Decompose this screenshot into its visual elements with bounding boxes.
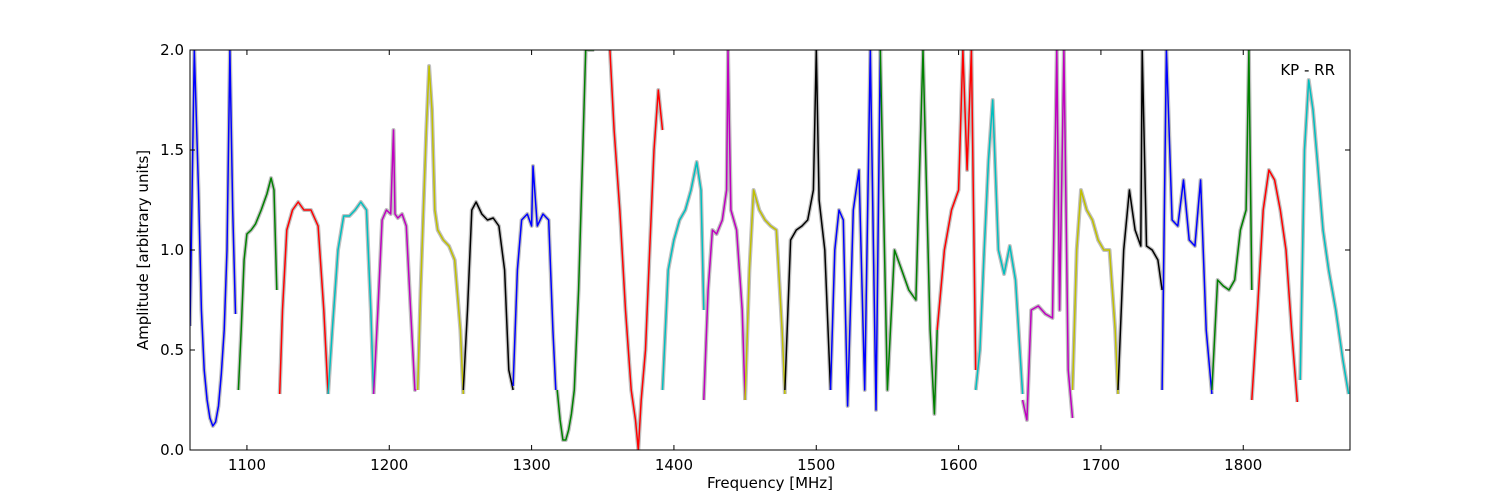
y-tick-label: 0.0 (160, 441, 184, 459)
series-line-11 (703, 50, 746, 401)
series-line-4 (372, 129, 417, 395)
x-tick-label: 1200 (370, 456, 408, 474)
series-line-8 (556, 50, 595, 441)
y-axis-label: Amplitude [arbitrary units] (134, 150, 152, 350)
y-tick-label: 1.5 (160, 141, 184, 159)
series-line-18 (1021, 50, 1074, 421)
x-tick-label: 1100 (228, 456, 266, 474)
x-tick-label: 1500 (797, 456, 835, 474)
y-tick-label: 0.5 (160, 341, 184, 359)
series-line-3 (327, 201, 375, 395)
series-line-12 (744, 189, 786, 401)
series-line-0 (190, 50, 237, 427)
panel-annotation: KP - RR (1280, 61, 1335, 79)
series-line-23 (1251, 169, 1299, 403)
plot-area (190, 50, 1350, 450)
series-line-5 (416, 65, 465, 395)
series-line-9 (609, 50, 664, 450)
series-line-13 (784, 50, 832, 391)
series-line-19 (1071, 189, 1119, 395)
series-line-20 (1117, 50, 1163, 391)
series-layer (190, 50, 1350, 450)
x-tick-label: 1600 (939, 456, 977, 474)
series-line-1 (237, 177, 278, 391)
x-axis-label: Frequency [MHz] (707, 474, 833, 492)
series-line-17 (974, 99, 1024, 395)
series-line-16 (936, 50, 977, 371)
x-tick-label: 1700 (1082, 456, 1120, 474)
series-line-6 (462, 201, 514, 391)
x-tick-label: 1800 (1224, 456, 1262, 474)
x-tick-label: 1400 (655, 456, 693, 474)
series-line-14 (829, 50, 882, 411)
series-line-21 (1161, 50, 1213, 395)
series-line-15 (879, 50, 938, 415)
series-line-7 (512, 165, 557, 391)
series-line-10 (661, 161, 705, 391)
x-tick-label: 1300 (513, 456, 551, 474)
y-tick-label: 2.0 (160, 41, 184, 59)
y-tick-label: 1.0 (160, 241, 184, 259)
series-line-24 (1299, 79, 1350, 395)
series-line-22 (1211, 50, 1253, 391)
ticks-layer: 1100 1200 1300 1400 1500 1600 1700 1800 0.0 0.5 1.… (160, 41, 1350, 474)
series-line-2 (278, 201, 329, 395)
